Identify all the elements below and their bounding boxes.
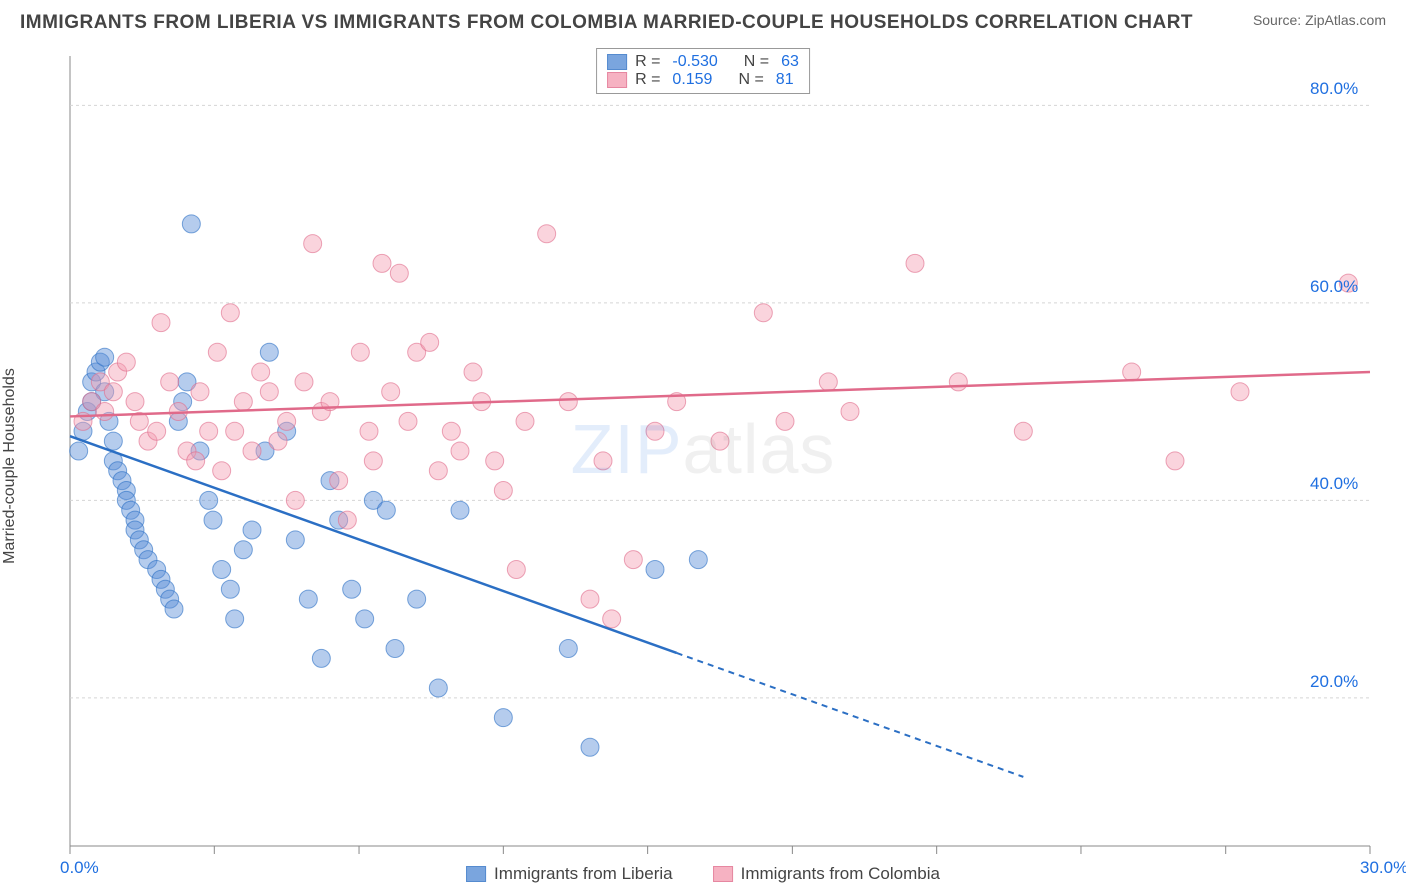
- series-legend: Immigrants from Liberia Immigrants from …: [466, 864, 940, 884]
- n-label: N =: [738, 71, 763, 89]
- y-axis-label: Married-couple Households: [1, 368, 19, 564]
- legend-item-colombia: Immigrants from Colombia: [713, 864, 940, 884]
- source-attribution: Source: ZipAtlas.com: [1253, 12, 1386, 28]
- legend-row-liberia: R = -0.530 N = 63: [607, 53, 799, 71]
- r-value-liberia: -0.530: [668, 53, 717, 71]
- swatch-liberia: [607, 54, 627, 70]
- legend-row-colombia: R = 0.159 N = 81: [607, 71, 799, 89]
- r-label: R =: [635, 53, 660, 71]
- series-label-liberia: Immigrants from Liberia: [494, 864, 673, 884]
- swatch-colombia: [607, 72, 627, 88]
- swatch-liberia: [466, 866, 486, 882]
- n-value-liberia: 63: [777, 53, 799, 71]
- legend-item-liberia: Immigrants from Liberia: [466, 864, 673, 884]
- series-label-colombia: Immigrants from Colombia: [741, 864, 940, 884]
- chart-container: Married-couple Households ZIPatlas R = -…: [20, 46, 1386, 886]
- r-label: R =: [635, 71, 660, 89]
- correlation-legend: R = -0.530 N = 63 R = 0.159 N = 81: [596, 48, 810, 94]
- chart-title: IMMIGRANTS FROM LIBERIA VS IMMIGRANTS FR…: [20, 12, 1193, 34]
- n-value-colombia: 81: [772, 71, 794, 89]
- r-value-colombia: 0.159: [668, 71, 712, 89]
- swatch-colombia: [713, 866, 733, 882]
- scatter-plot: [20, 46, 1386, 886]
- n-label: N =: [744, 53, 769, 71]
